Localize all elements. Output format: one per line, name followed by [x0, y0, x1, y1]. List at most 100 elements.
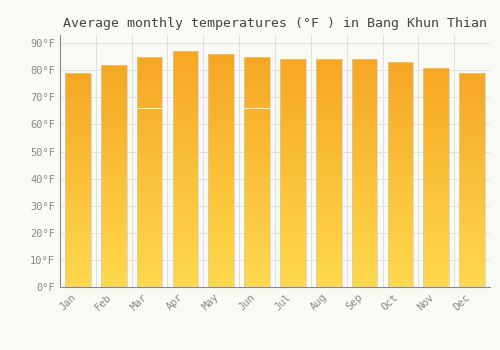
- Bar: [244, 189, 270, 192]
- Bar: [459, 153, 485, 156]
- Bar: [316, 250, 342, 253]
- Bar: [101, 93, 126, 95]
- Bar: [352, 202, 378, 204]
- Bar: [388, 146, 413, 149]
- Bar: [136, 235, 162, 238]
- Bar: [244, 256, 270, 258]
- Bar: [208, 179, 234, 182]
- Bar: [172, 107, 199, 110]
- Bar: [459, 268, 485, 271]
- Bar: [280, 184, 306, 187]
- Bar: [316, 267, 342, 270]
- Bar: [424, 128, 449, 131]
- Bar: [208, 223, 234, 226]
- Bar: [459, 137, 485, 140]
- Bar: [316, 193, 342, 196]
- Bar: [65, 73, 91, 287]
- Bar: [208, 176, 234, 179]
- Bar: [101, 120, 126, 123]
- Bar: [388, 203, 413, 205]
- Bar: [316, 241, 342, 244]
- Bar: [352, 247, 378, 250]
- Bar: [424, 98, 449, 100]
- Bar: [101, 142, 126, 145]
- Bar: [424, 221, 449, 224]
- Bar: [459, 180, 485, 183]
- Bar: [136, 123, 162, 126]
- Bar: [172, 254, 199, 258]
- Bar: [244, 192, 270, 195]
- Bar: [244, 235, 270, 238]
- Bar: [352, 199, 378, 202]
- Bar: [208, 135, 234, 139]
- Bar: [316, 133, 342, 136]
- Bar: [352, 176, 378, 179]
- Bar: [424, 142, 449, 144]
- Bar: [459, 258, 485, 260]
- Bar: [65, 121, 91, 124]
- Bar: [65, 153, 91, 156]
- Bar: [172, 57, 199, 60]
- Bar: [136, 270, 162, 273]
- Bar: [459, 172, 485, 175]
- Bar: [459, 94, 485, 97]
- Bar: [65, 97, 91, 100]
- Bar: [316, 79, 342, 82]
- Bar: [101, 82, 126, 84]
- Bar: [101, 76, 126, 79]
- Bar: [352, 196, 378, 199]
- Bar: [136, 143, 162, 146]
- Bar: [424, 81, 449, 84]
- Bar: [208, 127, 234, 130]
- Bar: [352, 207, 378, 210]
- Bar: [172, 78, 199, 81]
- Bar: [172, 81, 199, 84]
- Bar: [280, 230, 306, 233]
- Bar: [136, 284, 162, 287]
- Bar: [459, 209, 485, 212]
- Bar: [280, 116, 306, 119]
- Bar: [65, 268, 91, 271]
- Bar: [280, 247, 306, 250]
- Bar: [352, 256, 378, 259]
- Bar: [172, 281, 199, 284]
- Bar: [316, 113, 342, 116]
- Bar: [424, 196, 449, 199]
- Bar: [459, 97, 485, 100]
- Bar: [244, 169, 270, 172]
- Bar: [65, 185, 91, 188]
- Bar: [244, 183, 270, 186]
- Bar: [208, 185, 234, 188]
- Bar: [459, 105, 485, 108]
- Bar: [352, 131, 378, 133]
- Bar: [244, 177, 270, 181]
- Bar: [172, 196, 199, 198]
- Bar: [424, 150, 449, 153]
- Bar: [172, 278, 199, 281]
- Bar: [244, 252, 270, 256]
- Bar: [280, 213, 306, 216]
- Bar: [65, 258, 91, 260]
- Bar: [280, 256, 306, 259]
- Bar: [316, 210, 342, 213]
- Bar: [280, 119, 306, 122]
- Bar: [136, 106, 162, 108]
- Bar: [316, 204, 342, 207]
- Bar: [208, 208, 234, 211]
- Bar: [65, 279, 91, 282]
- Bar: [424, 180, 449, 183]
- Bar: [352, 148, 378, 150]
- Bar: [172, 222, 199, 225]
- Bar: [388, 96, 413, 99]
- Bar: [388, 279, 413, 281]
- Bar: [101, 115, 126, 118]
- Bar: [244, 267, 270, 270]
- Bar: [136, 247, 162, 250]
- Bar: [459, 188, 485, 191]
- Bar: [280, 145, 306, 148]
- Bar: [424, 161, 449, 163]
- Bar: [388, 197, 413, 200]
- Bar: [388, 113, 413, 116]
- Bar: [208, 115, 234, 118]
- Bar: [136, 177, 162, 181]
